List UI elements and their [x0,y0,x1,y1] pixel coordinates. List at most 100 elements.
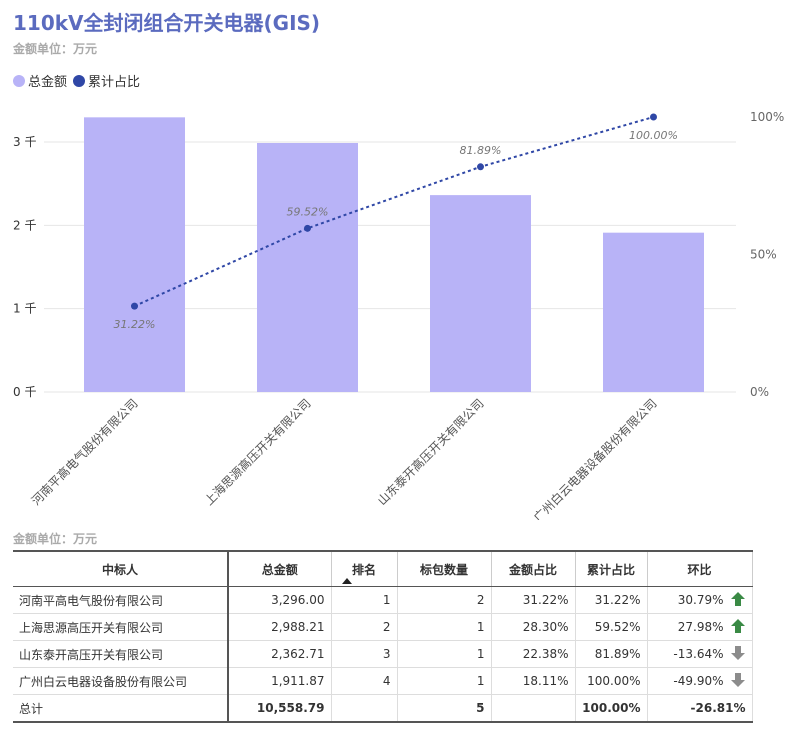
legend-item-amount[interactable]: 总金额 [13,71,67,90]
table-header-row: 中标人 总金额 排名 标包数量 金额占比 累计占比 环比 [13,550,753,587]
line-data-label: 59.52% [287,205,329,218]
cell-packages: 1 [397,640,492,668]
table-row: 上海思源高压开关有限公司 2,988.21 2 1 28.30% 59.52% … [13,613,753,641]
bar [430,195,531,392]
bar [257,142,358,392]
header-share-label: 金额占比 [508,562,557,577]
header-rank-label: 排名 [351,562,376,577]
pareto-chart: 0 千 1 千 2 千 3 千 0% 50% 100% 河南平高电气股份有限公司 上海思源高压开… [13,110,784,520]
trend-up-icon [730,591,746,610]
chart-legend: 总金额 累计占比 [13,71,146,90]
cell-total-amount: 10,558.79 [228,694,332,723]
x-axis-tick-label: 广州白云电器设备股份有限公司 [530,396,659,520]
cumulative-line [134,116,654,308]
line-data-label: 81.89% [460,144,502,157]
table-row: 河南平高电气股份有限公司 3,296.00 1 2 31.22% 31.22% … [13,586,753,614]
cell-amount: 2,362.71 [228,640,332,668]
header-bidder-label: 中标人 [101,562,138,577]
trend-down-icon [730,645,746,664]
y-axis-right-tick-label: 100% [750,110,784,124]
line-data-label: 100.00% [629,129,678,142]
cell-mom-value: -49.90% [673,673,724,688]
table-row: 山东泰开高压开关有限公司 2,362.71 3 1 22.38% 81.89% … [13,640,753,668]
cell-mom: 27.98% [647,613,753,641]
legend-label-amount: 总金额 [28,75,68,90]
cell-bidder: 广州白云电器设备股份有限公司 [13,667,229,695]
cell-packages: 1 [397,613,492,641]
cell-mom-value: 30.79% [677,592,724,607]
cell-total-label: 总计 [13,694,229,723]
x-axis-tick-label: 山东泰开高压开关有限公司 [374,396,486,508]
cell-amount: 2,988.21 [228,613,332,641]
y-axis-left-tick-label: 0 千 [13,385,36,399]
bar [603,232,704,392]
header-cumulative[interactable]: 累计占比 [575,550,648,587]
x-axis-tick-label: 上海思源高压开关有限公司 [201,396,313,508]
page-title: 110kV全封闭组合开关电器(GIS) [13,11,321,35]
y-axis-right-tick-label: 50% [750,248,777,262]
legend-swatch-cumulative [73,74,86,87]
cell-mom: -49.90% [647,667,753,695]
table-total-row: 总计 10,558.79 5 100.00% -26.81% [13,694,753,723]
cell-rank: 1 [331,586,398,614]
cell-packages: 2 [397,586,492,614]
cell-mom-value: -13.64% [673,646,724,661]
header-amount-label: 总金额 [261,562,298,577]
cell-total-packages: 5 [397,694,492,723]
cell-total-cumulative: 100.00% [575,694,648,723]
trend-up-icon [730,618,746,637]
y-axis-left-tick-label: 3 千 [13,135,36,149]
cell-mom: -13.64% [647,640,753,668]
cell-mom: 30.79% [647,586,753,614]
trend-down-icon [730,672,746,691]
cell-cumulative: 81.89% [575,640,648,668]
cell-share: 18.11% [491,667,576,695]
cell-rank: 4 [331,667,398,695]
cell-mom-value: 27.98% [677,619,724,634]
line-point [304,224,311,232]
cell-cumulative: 100.00% [575,667,648,695]
cell-rank: 3 [331,640,398,668]
bar [84,117,185,392]
table-row: 广州白云电器设备股份有限公司 1,911.87 4 1 18.11% 100.0… [13,667,753,695]
header-packages-label: 标包数量 [419,562,468,577]
header-mom-label: 环比 [687,562,712,577]
header-mom[interactable]: 环比 [647,550,753,587]
header-amount[interactable]: 总金额 [228,550,332,587]
cell-bidder: 河南平高电气股份有限公司 [13,586,229,614]
cell-bidder: 上海思源高压开关有限公司 [13,613,229,641]
table-unit-label: 金额单位：万元 [13,532,98,546]
y-axis-left-tick-label: 1 千 [13,302,36,316]
cell-bidder: 山东泰开高压开关有限公司 [13,640,229,668]
line-point [131,302,138,310]
cell-rank: 2 [331,613,398,641]
cell-cumulative: 59.52% [575,613,648,641]
line-point [650,113,657,121]
y-axis-right-tick-label: 0% [750,385,769,399]
cell-total-mom: -26.81% [647,694,753,723]
cell-amount: 3,296.00 [228,586,332,614]
cell-total-share [491,694,576,723]
bidder-table: 中标人 总金额 排名 标包数量 金额占比 累计占比 环比 河南平高电气股份有限公… [13,550,753,723]
cell-share: 28.30% [491,613,576,641]
x-axis-tick-label: 河南平高电气股份有限公司 [28,396,140,508]
header-rank[interactable]: 排名 [331,550,398,587]
legend-item-cumulative[interactable]: 累计占比 [73,71,140,90]
legend-swatch-amount [13,74,25,87]
line-point [477,163,484,171]
header-cumulative-label: 累计占比 [586,562,635,577]
cell-total-rank [331,694,398,723]
chart-unit-label: 金额单位：万元 [13,42,98,56]
cell-share: 22.38% [491,640,576,668]
cell-packages: 1 [397,667,492,695]
cell-cumulative: 31.22% [575,586,648,614]
cell-amount: 1,911.87 [228,667,332,695]
line-data-label: 31.22% [114,318,156,331]
y-axis-left-tick-label: 2 千 [13,218,36,232]
cell-share: 31.22% [491,586,576,614]
sort-asc-icon[interactable] [341,578,352,584]
header-packages[interactable]: 标包数量 [397,550,492,587]
header-bidder[interactable]: 中标人 [13,550,229,587]
legend-label-cumulative: 累计占比 [88,75,141,90]
header-share[interactable]: 金额占比 [491,550,576,587]
